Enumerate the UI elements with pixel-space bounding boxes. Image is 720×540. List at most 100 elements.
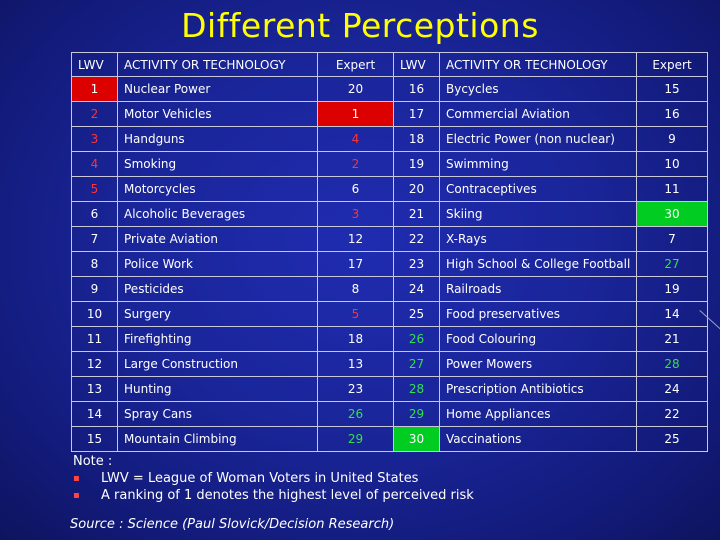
header-expert: Expert	[636, 52, 708, 77]
lwv-rank-cell: 22	[393, 226, 440, 252]
lwv-rank-cell: 15	[71, 426, 118, 452]
lwv-rank-cell: 5	[71, 176, 118, 202]
table-row: 3 Handguns 4 18 Electric Power (non nuclear)…	[71, 126, 708, 152]
expert-rank-cell: 10	[636, 151, 708, 177]
expert-rank-cell: 3	[317, 201, 394, 227]
expert-rank-cell: 20	[317, 76, 394, 102]
table-row: 8 Police Work 17 23 High School & College Fo…	[71, 251, 708, 277]
lwv-rank-cell: 11	[71, 326, 118, 352]
activity-cell: High School & College Football	[439, 251, 637, 277]
expert-rank-cell: 27	[636, 251, 708, 277]
note-item: ▪ LWV = League of Woman Voters in United…	[73, 470, 474, 487]
lwv-rank-cell: 9	[71, 276, 118, 302]
lwv-rank-cell: 17	[393, 101, 440, 127]
expert-rank-cell: 11	[636, 176, 708, 202]
expert-rank-cell: 19	[636, 276, 708, 302]
activity-cell: Commercial Aviation	[439, 101, 637, 127]
expert-rank-cell: 4	[317, 126, 394, 152]
expert-rank-cell: 12	[317, 226, 394, 252]
lwv-rank-cell: 4	[71, 151, 118, 177]
activity-cell: Motor Vehicles	[117, 101, 318, 127]
table-row: 4 Smoking 2 19 Swimming 10	[71, 151, 708, 177]
bullet-icon: ▪	[73, 473, 80, 484]
activity-cell: Mountain Climbing	[117, 426, 318, 452]
expert-rank-cell: 18	[317, 326, 394, 352]
lwv-rank-cell: 14	[71, 401, 118, 427]
activity-cell: Private Aviation	[117, 226, 318, 252]
activity-cell: Motorcycles	[117, 176, 318, 202]
lwv-rank-cell: 29	[393, 401, 440, 427]
expert-rank-cell: 1	[317, 101, 394, 127]
note-block: Note : ▪ LWV = League of Woman Voters in…	[73, 453, 474, 504]
activity-cell: Electric Power (non nuclear)	[439, 126, 637, 152]
activity-cell: Home Appliances	[439, 401, 637, 427]
expert-rank-cell: 22	[636, 401, 708, 427]
risk-ranking-table: LWV ACTIVITY OR TECHNOLOGY Expert LWV AC…	[71, 52, 708, 452]
expert-rank-cell: 28	[636, 351, 708, 377]
lwv-rank-cell: 26	[393, 326, 440, 352]
table-row: 7 Private Aviation 12 22 X-Rays 7	[71, 226, 708, 252]
table-row: 13 Hunting 23 28 Prescription Antibiotics 24	[71, 376, 708, 402]
expert-rank-cell: 7	[636, 226, 708, 252]
expert-rank-cell: 26	[317, 401, 394, 427]
lwv-rank-cell: 19	[393, 151, 440, 177]
lwv-rank-cell: 13	[71, 376, 118, 402]
lwv-rank-cell: 12	[71, 351, 118, 377]
header-lwv: LWV	[71, 52, 118, 77]
note-item: ▪ A ranking of 1 denotes the highest lev…	[73, 487, 474, 504]
note-heading: Note :	[73, 454, 113, 469]
expert-rank-cell: 17	[317, 251, 394, 277]
lwv-rank-cell: 8	[71, 251, 118, 277]
activity-cell: Skiing	[439, 201, 637, 227]
note-item-text: LWV = League of Woman Voters in United S…	[101, 471, 419, 486]
header-activity: ACTIVITY OR TECHNOLOGY	[439, 52, 637, 77]
activity-cell: Spray Cans	[117, 401, 318, 427]
activity-cell: Handguns	[117, 126, 318, 152]
expert-rank-cell: 13	[317, 351, 394, 377]
expert-rank-cell: 14	[636, 301, 708, 327]
activity-cell: Power Mowers	[439, 351, 637, 377]
table-row: 5 Motorcycles 6 20 Contraceptives 11	[71, 176, 708, 202]
table-row: 9 Pesticides 8 24 Railroads 19	[71, 276, 708, 302]
activity-cell: Food preservatives	[439, 301, 637, 327]
activity-cell: Police Work	[117, 251, 318, 277]
table-row: 6 Alcoholic Beverages 3 21 Skiing 30	[71, 201, 708, 227]
activity-cell: Hunting	[117, 376, 318, 402]
lwv-rank-cell: 23	[393, 251, 440, 277]
activity-cell: X-Rays	[439, 226, 637, 252]
table-row: 10 Surgery 5 25 Food preservatives 14	[71, 301, 708, 327]
table-row: 2 Motor Vehicles 1 17 Commercial Aviation 16	[71, 101, 708, 127]
activity-cell: Railroads	[439, 276, 637, 302]
activity-cell: Contraceptives	[439, 176, 637, 202]
header-lwv: LWV	[393, 52, 440, 77]
expert-rank-cell: 23	[317, 376, 394, 402]
expert-rank-cell: 5	[317, 301, 394, 327]
note-item-text: A ranking of 1 denotes the highest level…	[101, 488, 474, 503]
header-activity: ACTIVITY OR TECHNOLOGY	[117, 52, 318, 77]
expert-rank-cell: 9	[636, 126, 708, 152]
bullet-icon: ▪	[73, 490, 80, 501]
table-row: 15 Mountain Climbing 29 30 Vaccinations 25	[71, 426, 708, 452]
activity-cell: Nuclear Power	[117, 76, 318, 102]
lwv-rank-cell: 10	[71, 301, 118, 327]
lwv-rank-cell: 16	[393, 76, 440, 102]
activity-cell: Smoking	[117, 151, 318, 177]
lwv-rank-cell: 27	[393, 351, 440, 377]
activity-cell: Swimming	[439, 151, 637, 177]
expert-rank-cell: 30	[636, 201, 708, 227]
activity-cell: Large Construction	[117, 351, 318, 377]
expert-rank-cell: 24	[636, 376, 708, 402]
lwv-rank-cell: 25	[393, 301, 440, 327]
table-header-row: LWV ACTIVITY OR TECHNOLOGY Expert LWV AC…	[71, 52, 708, 77]
lwv-rank-cell: 18	[393, 126, 440, 152]
lwv-rank-cell: 2	[71, 101, 118, 127]
lwv-rank-cell: 6	[71, 201, 118, 227]
lwv-rank-cell: 21	[393, 201, 440, 227]
lwv-rank-cell: 24	[393, 276, 440, 302]
activity-cell: Alcoholic Beverages	[117, 201, 318, 227]
expert-rank-cell: 2	[317, 151, 394, 177]
page-title: Different Perceptions	[181, 6, 539, 45]
header-expert: Expert	[317, 52, 394, 77]
lwv-rank-cell: 1	[71, 76, 118, 102]
table-row: 14 Spray Cans 26 29 Home Appliances 22	[71, 401, 708, 427]
